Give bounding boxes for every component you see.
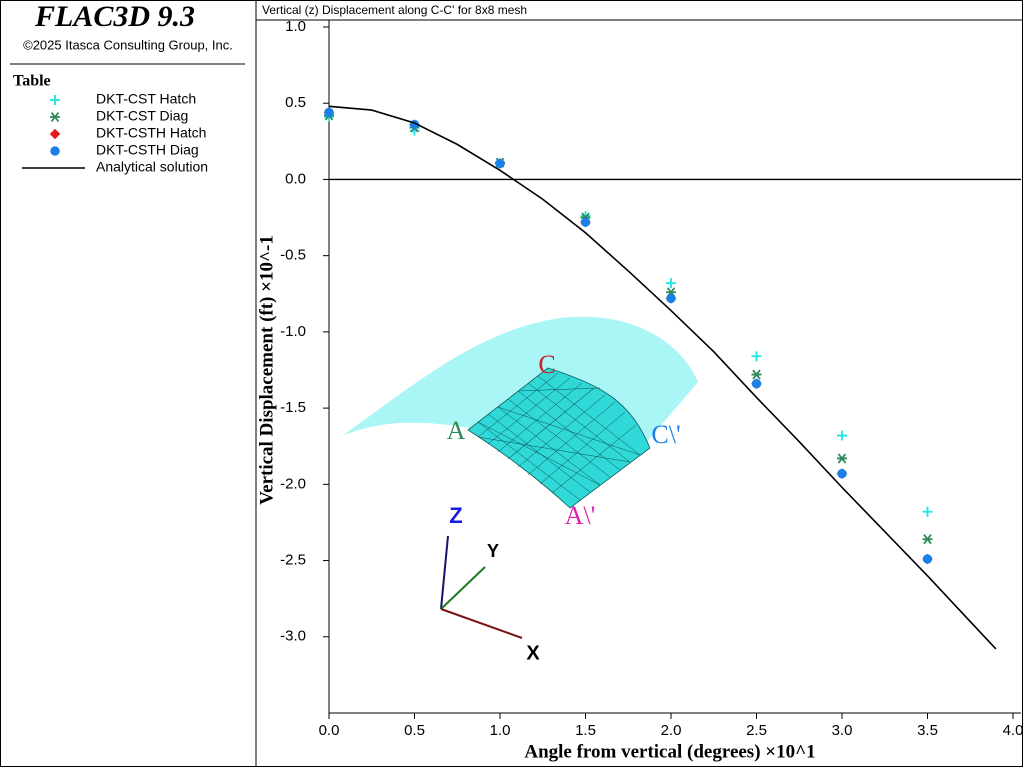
legend-marker xyxy=(50,146,60,156)
x-tick-label: 1.0 xyxy=(490,722,511,739)
legend-label: DKT-CST Diag xyxy=(96,108,188,124)
y-tick-label: 1.0 xyxy=(285,18,306,35)
x-tick-label: 2.5 xyxy=(746,722,767,739)
data-point xyxy=(837,430,847,441)
y-tick-label: -1.5 xyxy=(280,399,306,416)
y-tick-label: 0.5 xyxy=(285,94,306,111)
data-point xyxy=(837,453,847,464)
annotation: A xyxy=(447,416,466,445)
legend-title: Table xyxy=(13,73,51,90)
legend-label: DKT-CSTH Diag xyxy=(96,142,199,158)
x-tick-label: 0.0 xyxy=(319,722,340,739)
y-tick-label: -2.0 xyxy=(280,475,306,492)
x-tick-label: 3.0 xyxy=(832,722,853,739)
legend-marker xyxy=(49,128,61,140)
data-point xyxy=(922,534,933,545)
annotation: Y xyxy=(487,541,499,561)
data-point xyxy=(666,278,676,289)
data-point xyxy=(922,554,933,564)
mesh-lines xyxy=(477,372,641,501)
mesh-inset xyxy=(342,316,698,639)
y-axis-arrow xyxy=(440,566,486,610)
x-tick-label: 3.5 xyxy=(917,722,938,739)
y-tick-label: -2.5 xyxy=(280,552,306,569)
copyright: ©2025 Itasca Consulting Group, Inc. xyxy=(23,37,233,52)
x-tick-label: 4.0 xyxy=(1003,722,1024,739)
legend-marker xyxy=(50,95,60,105)
legend-label: Analytical solution xyxy=(96,159,208,175)
annotation: X xyxy=(526,642,540,664)
data-point xyxy=(324,107,334,118)
x-tick-label: 0.5 xyxy=(404,722,425,739)
x-tick-label: 1.5 xyxy=(575,722,596,739)
x-tick-label: 2.0 xyxy=(661,722,682,739)
product-title: FLAC3D 9.3 xyxy=(34,0,195,33)
y-tick-label: -1.0 xyxy=(280,323,306,340)
annotations: C A C\' A\' Z Y X xyxy=(447,350,681,664)
data-point xyxy=(751,351,762,362)
data-point xyxy=(666,293,676,304)
data-point xyxy=(922,506,933,517)
x-axis-label: Angle from vertical (degrees) ×10^1 xyxy=(524,741,815,762)
y-axis-label: Vertical Displacement (ft) ×10^-1 xyxy=(256,235,277,505)
x-axis-arrow xyxy=(440,608,523,639)
y-tick-label: 0.0 xyxy=(285,170,306,187)
annotation: Z xyxy=(449,503,462,528)
annotation: C\' xyxy=(651,420,680,449)
y-tick-label: -0.5 xyxy=(280,247,306,264)
data-point xyxy=(837,468,847,479)
data-point xyxy=(751,378,762,389)
legend-marker xyxy=(50,111,60,123)
chart-title: Vertical (z) Displacement along C-C' for… xyxy=(262,3,527,17)
annotation: C xyxy=(538,350,555,379)
legend-label: DKT-CSTH Hatch xyxy=(96,125,206,141)
analytical-line xyxy=(328,105,997,650)
z-axis-arrow xyxy=(440,535,449,610)
data-point xyxy=(495,158,505,169)
legend-label: DKT-CST Hatch xyxy=(96,91,196,107)
annotation: A\' xyxy=(565,501,596,530)
data-point xyxy=(580,217,591,227)
data-point xyxy=(751,369,762,380)
y-tick-label: -3.0 xyxy=(280,628,306,645)
